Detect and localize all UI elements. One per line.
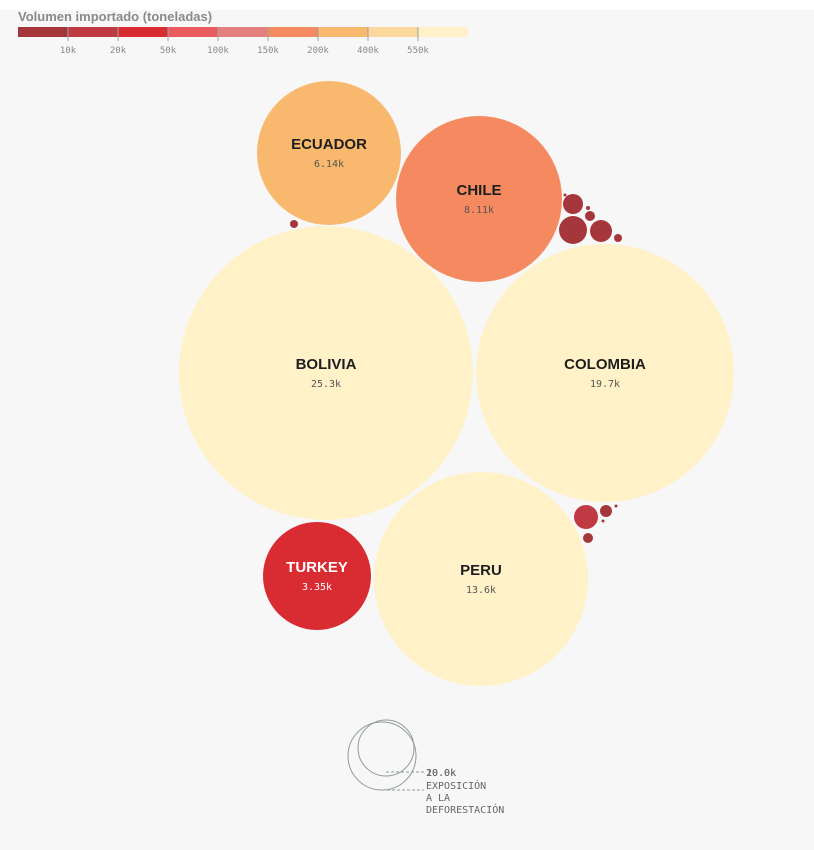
small-bubble[interactable] [290, 220, 298, 228]
bubble-label-ecuador: ECUADOR [291, 136, 367, 153]
bubble-ecuador[interactable] [257, 81, 401, 225]
small-bubble[interactable] [590, 220, 612, 242]
bubble-label-turkey: TURKEY [286, 559, 348, 576]
bubbles-layer: ECUADOR 6.14k CHILE 8.11k BOLIVIA 25.3k COLOMB… [179, 81, 734, 686]
small-bubble[interactable] [614, 504, 618, 508]
small-bubble[interactable] [601, 519, 605, 523]
legend-tick-label: 50k [160, 46, 177, 56]
legend-tick-label: 200k [307, 46, 329, 56]
size-legend-caption: EXPOSICIÓN [426, 779, 486, 792]
bubble-label-peru: PERU [460, 562, 502, 579]
small-bubble[interactable] [586, 206, 590, 210]
small-bubble[interactable] [583, 533, 593, 543]
bubble-chile[interactable] [396, 116, 562, 282]
legend-tick-label: 150k [257, 46, 279, 56]
small-bubble[interactable] [585, 211, 595, 221]
bubble-value-peru: 13.6k [466, 585, 496, 596]
legend-swatch [18, 27, 68, 37]
bubble-value-chile: 8.11k [464, 205, 494, 216]
small-bubble[interactable] [563, 194, 583, 214]
legend-swatch [368, 27, 418, 37]
size-legend-caption: DEFORESTACIÓN [426, 803, 504, 816]
small-bubble[interactable] [574, 505, 598, 529]
bubble-label-chile: CHILE [457, 182, 502, 199]
legend-swatch [418, 27, 468, 37]
legend-swatch [268, 27, 318, 37]
bubble-bolivia[interactable] [179, 226, 473, 520]
size-legend-caption: A LA [426, 793, 450, 804]
bubble-value-turkey: 3.35k [302, 582, 332, 593]
bubble-value-bolivia: 25.3k [311, 379, 341, 390]
small-bubble[interactable] [600, 505, 612, 517]
legend-swatch [118, 27, 168, 37]
legend-bar: 10k 20k 50k 100k 150k 200k 400k 550k [18, 27, 468, 56]
legend-tick-label: 550k [407, 46, 429, 56]
legend-swatch [218, 27, 268, 37]
size-legend-circle-large [347, 721, 417, 791]
color-legend: Volumen importado (toneladas) 10k 20k 50k 1… [18, 9, 478, 59]
legend-tick-label: 20k [110, 46, 127, 56]
bubble-colombia[interactable] [476, 244, 734, 502]
legend-swatch [68, 27, 118, 37]
small-bubble[interactable] [559, 216, 587, 244]
legend-swatch [318, 27, 368, 37]
legend-tick-label: 400k [357, 46, 379, 56]
legend-tick-label: 10k [60, 46, 77, 56]
size-legend-value-overlap: 10.0k [426, 768, 456, 779]
bubble-label-bolivia: BOLIVIA [296, 356, 357, 373]
legend-swatch [168, 27, 218, 37]
size-legend-circle-small [357, 719, 415, 777]
bubble-value-ecuador: 6.14k [314, 159, 344, 170]
size-legend-value: 20.0k [426, 768, 456, 779]
legend-title: Volumen importado (toneladas) [18, 9, 213, 24]
top-strip [0, 0, 814, 10]
bubble-value-colombia: 19.7k [590, 379, 620, 390]
bubble-peru[interactable] [374, 472, 588, 686]
legend-tick-label: 100k [207, 46, 229, 56]
bubble-label-colombia: COLOMBIA [564, 356, 646, 373]
small-bubble[interactable] [614, 234, 622, 242]
small-bubble[interactable] [563, 193, 567, 197]
bubble-turkey[interactable] [263, 522, 371, 630]
